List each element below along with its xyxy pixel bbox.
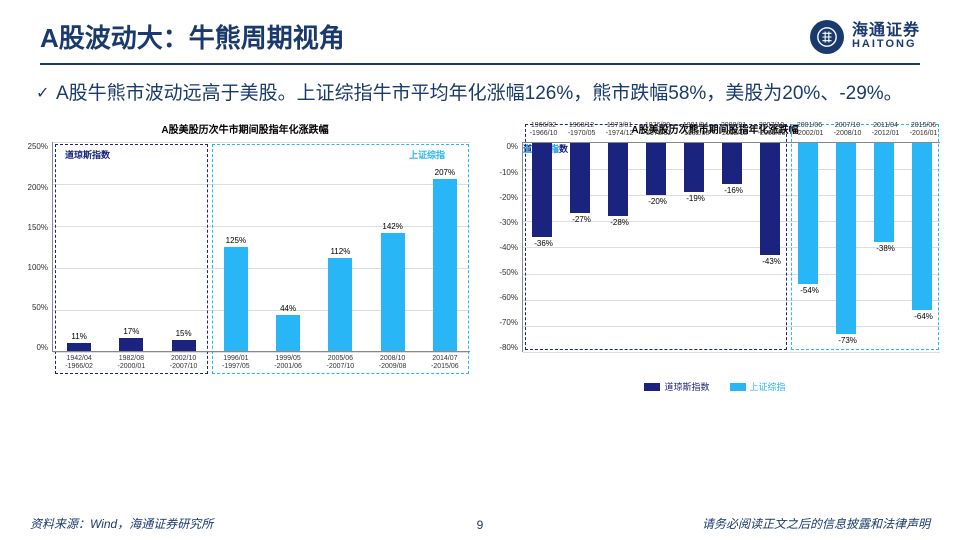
page-title: A股波动大：牛熊周期视角 — [40, 18, 345, 55]
chart1-title: A股美股历次牛市期间股指年化涨跌幅 — [20, 121, 470, 136]
bar — [608, 142, 629, 216]
chart1-area: 道琼斯指数上证综指11%1942/04 -1966/0217%1982/08 -… — [52, 142, 470, 352]
chart2-area: 道琼斯指数上证综指-36%1966/02 -1966/10-27%1968/12… — [522, 142, 940, 352]
bar — [119, 338, 143, 352]
bullet-text: A股牛熊市波动远高于美股。上证综指牛市平均年化涨幅126%，熊市跌幅58%，美股… — [0, 79, 960, 109]
bar — [912, 142, 933, 310]
logo-icon — [810, 20, 844, 54]
header-underline — [40, 63, 920, 65]
bear-market-chart: A股美股历次熊市期间股指年化涨跌幅 0%-10%-20%-30%-40%-50%… — [490, 121, 940, 393]
legend-item: 道琼斯指数 — [644, 380, 709, 393]
bar — [684, 142, 705, 192]
chart2-legend: 道琼斯指数 上证综指 — [490, 380, 940, 393]
bar — [433, 179, 457, 353]
bar — [874, 142, 895, 242]
charts-container: A股美股历次牛市期间股指年化涨跌幅 250%200%150%100%50%0% … — [0, 109, 960, 393]
bar — [722, 142, 743, 184]
header: A股波动大：牛熊周期视角 海通证券 HAITONG — [0, 0, 960, 63]
bar — [570, 142, 591, 213]
bar — [646, 142, 667, 195]
chart2-plot: 0%-10%-20%-30%-40%-50%-60%-70%-80% 道琼斯指数… — [490, 142, 940, 352]
bar — [224, 247, 248, 352]
bar — [381, 233, 405, 352]
bar — [836, 142, 857, 334]
logo: 海通证券 HAITONG — [810, 20, 920, 54]
footer-disclaimer: 请务必阅读正文之后的信息披露和法律声明 — [702, 515, 930, 532]
legend-item: 上证综指 — [730, 380, 786, 393]
bar — [328, 258, 352, 352]
bar — [532, 142, 553, 237]
footer-source: 资料来源：Wind，海通证券研究所 — [30, 515, 213, 532]
chart1-yaxis: 250%200%150%100%50%0% — [20, 142, 52, 352]
bar — [760, 142, 781, 255]
logo-text: 海通证券 HAITONG — [852, 23, 920, 50]
bull-market-chart: A股美股历次牛市期间股指年化涨跌幅 250%200%150%100%50%0% … — [20, 121, 470, 393]
page-number: 9 — [477, 518, 484, 532]
bar — [276, 315, 300, 352]
chart2-yaxis: 0%-10%-20%-30%-40%-50%-60%-70%-80% — [490, 142, 522, 352]
chart1-plot: 250%200%150%100%50%0% 道琼斯指数上证综指11%1942/0… — [20, 142, 470, 352]
bar — [798, 142, 819, 284]
